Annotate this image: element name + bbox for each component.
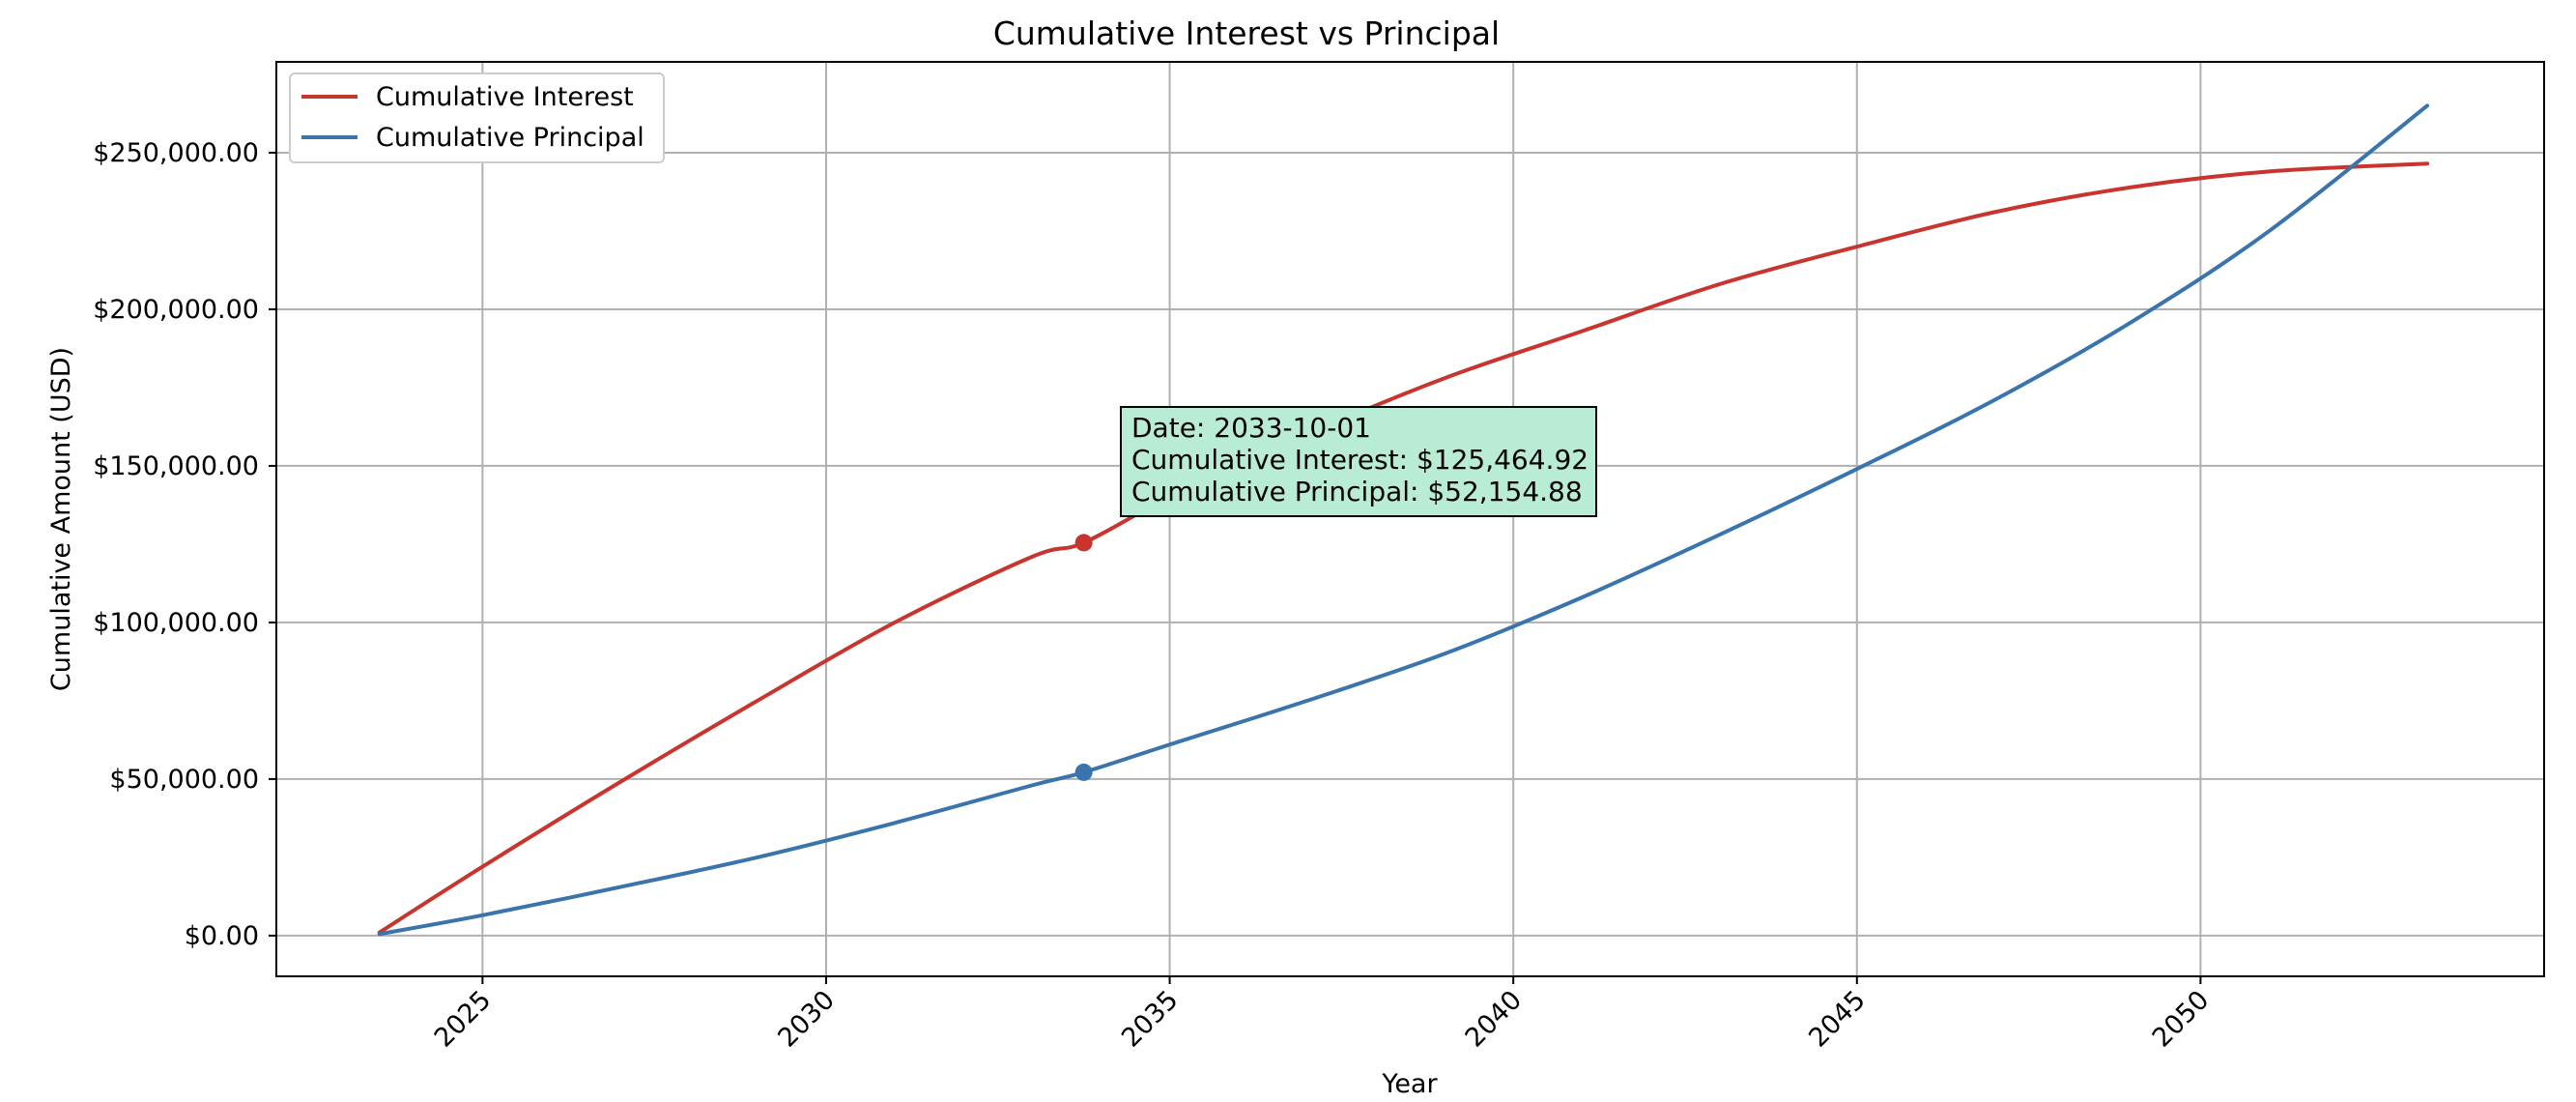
highlight-point-principal xyxy=(1074,763,1093,781)
y-tick-label: $150,000.00 xyxy=(93,451,259,481)
legend: Cumulative Interest Cumulative Principal xyxy=(289,72,665,163)
annotation-background xyxy=(1120,406,1597,517)
highlight-point-interest xyxy=(1074,534,1093,552)
annotation-box: Date: 2033-10-01 Cumulative Interest: $1… xyxy=(1120,406,1597,517)
annotation-date: Date: 2033-10-01 xyxy=(1131,412,1371,444)
y-tick-label: $0.00 xyxy=(185,921,259,951)
legend-label-interest: Cumulative Interest xyxy=(376,82,634,112)
y-tick-label: $200,000.00 xyxy=(93,295,259,325)
y-axis-ticks: $0.00 $50,000.00 $100,000.00 $150,000.00 $20… xyxy=(93,138,276,951)
y-tick-label: $250,000.00 xyxy=(93,138,259,168)
series-line-principal xyxy=(377,103,2430,937)
legend-box xyxy=(289,72,665,163)
y-tick-label: $100,000.00 xyxy=(93,608,259,638)
chart-title: Cumulative Interest vs Principal xyxy=(993,14,1500,52)
highlight-markers xyxy=(1074,534,1093,781)
x-axis-label: Year xyxy=(1381,1069,1438,1099)
plot-area-frame xyxy=(275,61,2545,977)
legend-label-principal: Cumulative Principal xyxy=(376,123,644,153)
annotation-principal: Cumulative Principal: $52,154.88 xyxy=(1131,476,1583,508)
y-axis-label: Cumulative Amount (USD) xyxy=(46,347,76,691)
y-tick-label: $50,000.00 xyxy=(109,765,259,795)
annotation-interest: Cumulative Interest: $125,464.92 xyxy=(1131,444,1589,476)
